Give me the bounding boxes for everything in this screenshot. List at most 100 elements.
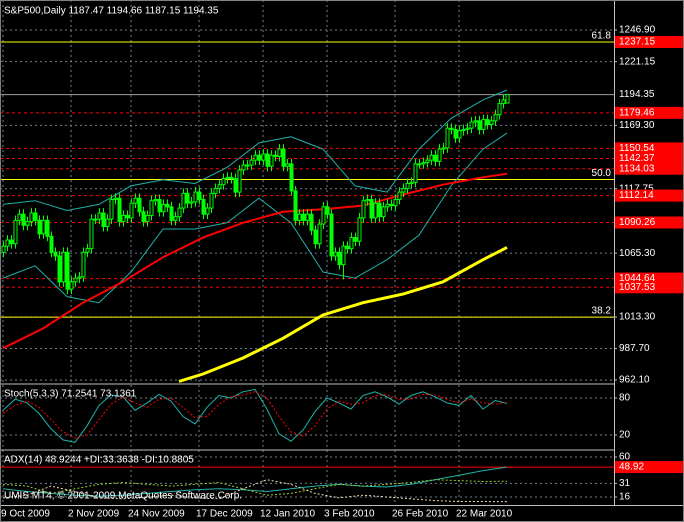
candle-body	[425, 159, 430, 164]
candle-body	[97, 212, 102, 220]
candle-body	[5, 239, 10, 247]
level-label-box	[615, 189, 684, 202]
candle-body	[185, 192, 190, 204]
indicator-line	[2, 391, 508, 439]
candle-body	[189, 201, 194, 204]
candle-body	[29, 212, 34, 223]
candle-body	[165, 203, 170, 208]
candle-body	[369, 198, 374, 219]
candle-body	[417, 163, 422, 166]
level-label-box	[615, 281, 684, 294]
candle-body	[217, 184, 222, 189]
candle-body	[213, 187, 218, 194]
candle-body	[41, 219, 46, 235]
candle-body	[385, 203, 390, 208]
candle-body	[73, 277, 78, 283]
candle-body	[405, 182, 410, 189]
level-label: 1090.26	[619, 217, 656, 228]
candle-body	[101, 212, 106, 228]
candle-body	[69, 281, 74, 290]
y-tick-label: 20	[619, 430, 631, 441]
candle-body	[393, 198, 398, 207]
candle-body	[449, 127, 454, 130]
y-tick-label: 31	[619, 478, 631, 489]
candle-body	[169, 206, 174, 221]
candle-body	[457, 130, 462, 139]
y-tick-label: 987.70	[619, 343, 650, 354]
panel-title: ADX(14) 48.9244 +DI:33.3638 -DI:10.8805	[4, 455, 194, 466]
candle-body	[381, 206, 386, 218]
candle-body	[421, 162, 426, 165]
indicator-line	[178, 246, 508, 383]
candle-body	[289, 163, 294, 192]
fibo-label: 38.2	[592, 306, 612, 317]
candle-body	[245, 164, 250, 167]
candle-body	[121, 214, 126, 223]
candle-body	[493, 114, 498, 122]
candle-body	[317, 223, 322, 245]
candle-body	[461, 128, 466, 132]
y-tick-label: 16	[619, 492, 631, 503]
candle-body	[341, 245, 346, 266]
candle-body	[253, 154, 258, 161]
x-tick-label: 17 Dec 2009	[196, 509, 253, 520]
level-label-box	[615, 216, 684, 229]
level-label: 1237.15	[619, 37, 656, 48]
candle-body	[45, 219, 50, 237]
level-label-box	[615, 461, 684, 474]
candle-body	[321, 206, 326, 225]
candle-body	[209, 192, 214, 209]
candle-body	[505, 94, 510, 104]
candle-body	[337, 251, 342, 266]
candle-body	[193, 191, 198, 203]
level-label-box	[615, 142, 684, 155]
candle-body	[109, 198, 114, 220]
candle-body	[37, 219, 42, 235]
candle-body	[113, 197, 118, 200]
level-label-box	[615, 162, 684, 175]
last-price-label: 1194.35	[619, 89, 655, 100]
candle-body	[273, 154, 278, 157]
candle-body	[105, 218, 110, 228]
candle-body	[469, 121, 474, 129]
candle-body	[345, 245, 350, 250]
candle-body	[53, 251, 58, 257]
indicator-line	[2, 479, 508, 496]
candle-body	[301, 213, 306, 221]
candle-body	[313, 229, 318, 245]
candle-body	[497, 103, 502, 116]
candle-body	[201, 198, 206, 215]
level-label: 1112.14	[619, 190, 654, 201]
y-tick-label: 80	[619, 393, 631, 404]
candle-body	[145, 214, 150, 223]
candle-body	[249, 159, 254, 166]
candle-body	[141, 211, 146, 223]
indicator-line	[2, 388, 508, 443]
candle-body	[137, 197, 142, 213]
y-tick-label: 1246.90	[619, 25, 656, 36]
candle-body	[409, 181, 414, 184]
footer: UMIS MT4, © 2001-2009 MetaQuotes Softwar…	[4, 491, 242, 502]
candle-body	[9, 239, 14, 245]
candle-body	[349, 237, 354, 250]
x-tick-label: 9 Oct 2009	[1, 509, 50, 520]
candle-body	[477, 120, 482, 130]
candle-body	[485, 119, 490, 126]
candle-body	[293, 190, 298, 221]
candle-body	[13, 219, 18, 245]
y-tick-label: 1013.30	[619, 312, 656, 323]
candle-body	[221, 178, 226, 186]
candle-body	[437, 148, 442, 162]
candle-body	[441, 147, 446, 150]
x-tick-label: 26 Feb 2010	[392, 509, 449, 520]
candle-body	[61, 251, 66, 283]
candle-body	[49, 235, 54, 253]
candle-body	[265, 153, 270, 167]
candle-body	[57, 255, 62, 283]
candle-body	[129, 202, 134, 219]
candle-body	[333, 251, 338, 257]
fibo-label: 50.0	[592, 168, 612, 179]
y-tick-label: 1065.30	[619, 248, 656, 259]
